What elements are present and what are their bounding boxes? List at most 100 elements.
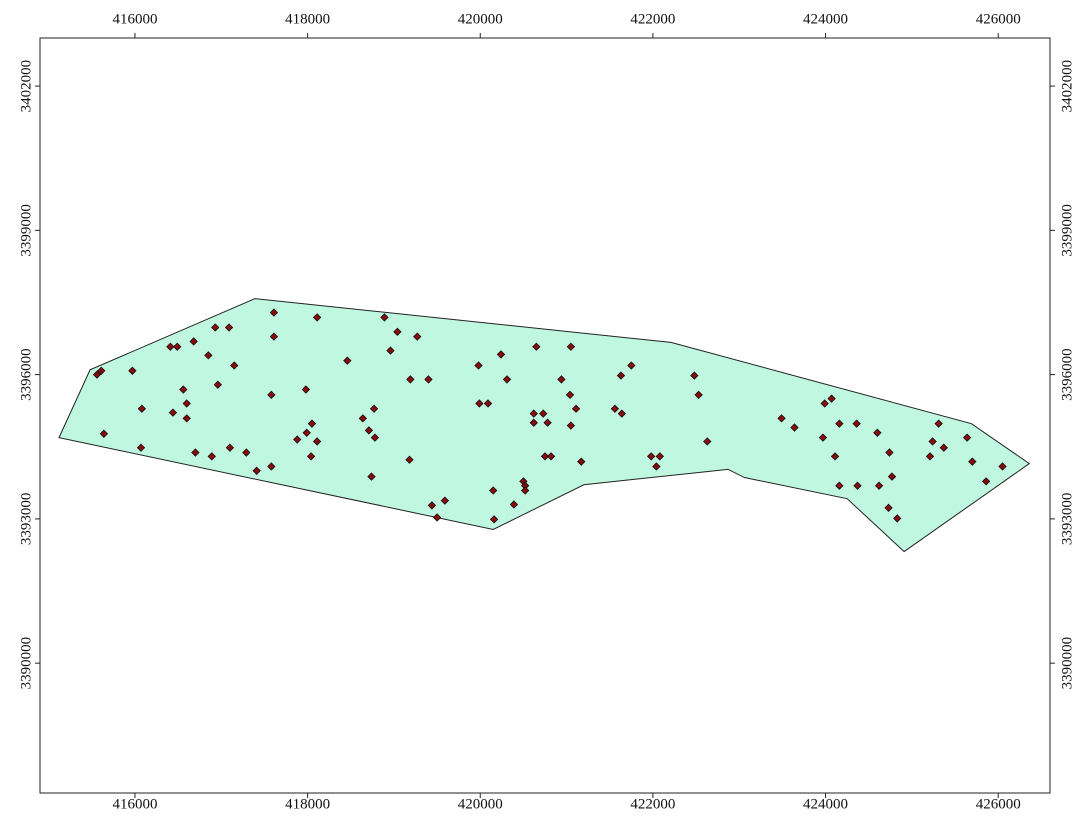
sample-point	[520, 486, 530, 495]
sample-point	[405, 455, 414, 464]
sample-point	[432, 513, 442, 522]
sample-point	[874, 481, 884, 490]
sample-point	[543, 418, 552, 427]
sample-point	[189, 337, 198, 346]
sample-point	[406, 375, 415, 384]
sample-point	[242, 448, 251, 457]
sample-point	[835, 481, 844, 490]
y-tick-label: 3399000	[18, 204, 34, 257]
sample-point	[790, 423, 799, 432]
y-tick-label: 3390000	[18, 637, 34, 690]
sample-point	[364, 426, 374, 435]
y-tick-label: 3396000	[1059, 348, 1075, 401]
x-tick-label: 418000	[285, 11, 330, 27]
sample-point	[968, 457, 977, 466]
sample-point	[252, 466, 261, 475]
sample-point	[546, 452, 556, 461]
sample-point	[166, 342, 175, 351]
sample-point	[306, 452, 316, 461]
sample-point	[269, 332, 279, 341]
sample-point	[302, 428, 311, 437]
sample-point	[818, 433, 828, 442]
sample-point	[998, 462, 1007, 471]
sample-point	[179, 385, 188, 394]
sample-point	[928, 437, 937, 446]
sample-point	[690, 371, 699, 380]
sample-point	[97, 366, 106, 375]
x-tick-label: 420000	[458, 796, 503, 812]
sample-point	[191, 448, 200, 457]
sample-point	[616, 371, 626, 380]
sample-point	[182, 399, 191, 408]
sample-point	[312, 313, 322, 322]
y-tick-label: 3390000	[1059, 637, 1075, 690]
sample-point	[312, 437, 322, 446]
x-tick-label: 424000	[803, 796, 848, 812]
sample-point	[647, 452, 656, 461]
sample-point	[440, 496, 450, 505]
sample-point	[474, 361, 483, 370]
x-tick-label: 422000	[630, 11, 675, 27]
sample-point	[92, 370, 102, 379]
sample-point	[962, 433, 972, 442]
sample-point	[703, 437, 712, 446]
sample-point	[884, 503, 893, 512]
sample-point	[489, 486, 498, 495]
sample-point	[565, 390, 575, 399]
sample-point	[853, 481, 862, 490]
sample-point	[386, 346, 395, 355]
sample-point	[540, 452, 550, 461]
sample-point	[343, 356, 352, 365]
x-tick-label: 418000	[285, 796, 330, 812]
sample-point	[529, 409, 538, 418]
sample-point	[981, 477, 991, 486]
sample-point	[224, 323, 234, 332]
sample-point	[137, 404, 147, 413]
sample-point	[269, 308, 279, 317]
sample-point	[887, 472, 897, 481]
x-tick-label: 426000	[976, 796, 1021, 812]
x-tick-label: 422000	[630, 796, 675, 812]
sample-point	[182, 414, 191, 423]
sample-point	[358, 414, 368, 423]
sample-point	[934, 419, 943, 428]
sample-point	[370, 433, 380, 442]
sample-point	[207, 452, 216, 461]
sample-point	[852, 419, 861, 428]
sample-point	[557, 375, 566, 384]
sample-point	[566, 421, 576, 430]
sample-point	[509, 500, 519, 509]
sample-point	[830, 452, 840, 461]
sample-point	[213, 380, 222, 389]
sample-point	[225, 443, 235, 452]
sample-point	[820, 399, 829, 408]
x-tick-label: 416000	[112, 796, 157, 812]
sample-point	[827, 394, 836, 403]
sample-point	[566, 342, 576, 351]
sample-point	[475, 399, 484, 408]
sample-point	[835, 419, 844, 428]
sample-point	[380, 313, 389, 322]
sample-point	[211, 323, 220, 332]
sample-point	[173, 342, 182, 351]
sample-point	[413, 332, 422, 341]
y-tick-label: 3393000	[18, 493, 34, 546]
sample-point	[529, 418, 538, 427]
sample-point	[496, 350, 506, 359]
sample-point	[577, 457, 586, 466]
sample-point	[873, 428, 882, 437]
sample-point	[393, 327, 402, 336]
y-tick-label: 3393000	[1059, 493, 1075, 546]
sample-point	[427, 501, 437, 510]
sample-point	[694, 390, 703, 399]
sample-point	[777, 414, 786, 423]
sample-point	[610, 404, 620, 413]
sample-point	[489, 515, 499, 524]
sample-point	[230, 361, 239, 370]
sample-point	[267, 390, 276, 399]
sample-point	[99, 429, 109, 438]
sample-point	[571, 404, 581, 413]
sample-point	[301, 385, 311, 394]
x-tick-label: 420000	[458, 11, 503, 27]
